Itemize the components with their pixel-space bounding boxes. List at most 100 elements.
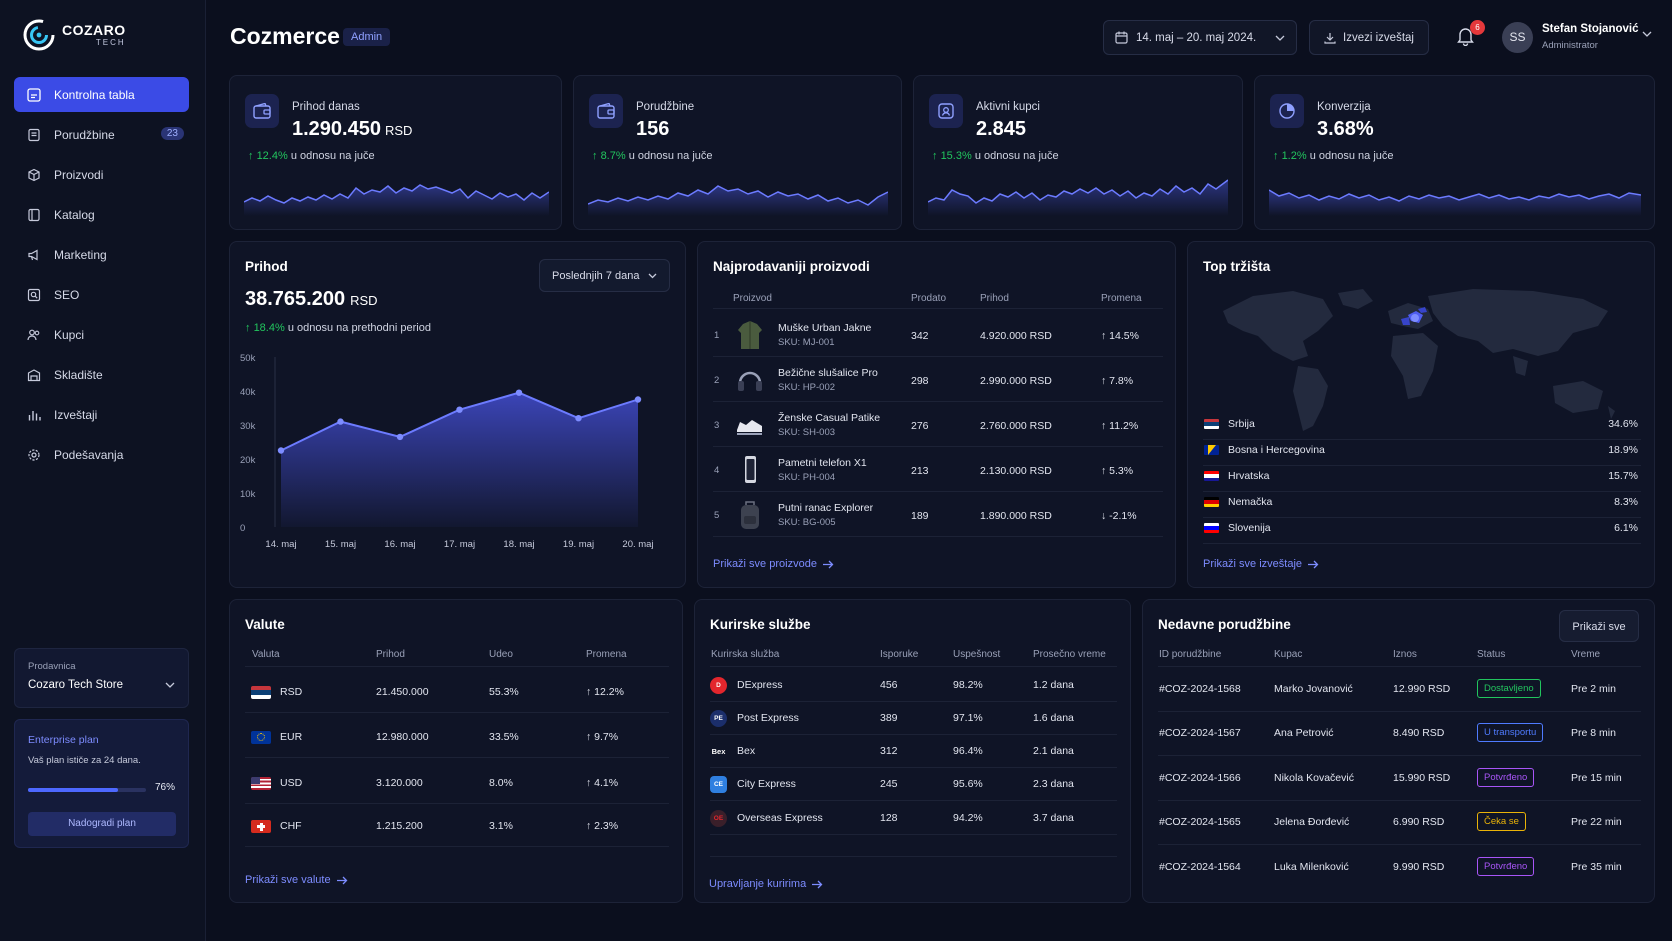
kpi-change-value: 12.4% <box>256 150 288 162</box>
col-header-time: Vreme <box>1571 649 1601 660</box>
order-id: #COZ-2024-1565 <box>1159 816 1241 828</box>
product-sku: SKU: HP-002 <box>778 382 836 393</box>
export-report-button[interactable]: Izvezi izveštaj <box>1309 20 1429 55</box>
product-sold: 276 <box>911 420 929 432</box>
currency-revenue: 3.120.000 <box>376 777 423 789</box>
flag-croatia-icon <box>1204 471 1219 481</box>
order-customer: Ana Petrović <box>1274 727 1334 739</box>
product-sold: 342 <box>911 330 929 342</box>
kpi-change: ↑ 1.2% u odnosu na juče <box>1273 150 1394 162</box>
avatar[interactable]: SS <box>1502 22 1533 53</box>
sidebar-item-label: Kontrolna tabla <box>54 87 135 102</box>
store-selector[interactable]: Prodavnica Cozaro Tech Store <box>14 648 189 708</box>
order-id: #COZ-2024-1564 <box>1159 861 1241 873</box>
chevron-down-icon <box>648 273 657 278</box>
sidebar-item-orders[interactable]: Porudžbine 23 <box>14 117 189 152</box>
cozaro-logo-icon <box>23 19 55 51</box>
kpi-label: Aktivni kupci <box>976 101 1040 113</box>
order-time: Pre 35 min <box>1571 861 1622 873</box>
revenue-data-point[interactable] <box>337 418 344 425</box>
revenue-data-point[interactable] <box>277 447 285 454</box>
view-all-reports-link[interactable]: Prikaži sve izveštaje <box>1203 558 1319 570</box>
product-name: Muške Urban Jakne <box>778 322 872 334</box>
courier-name: Bex <box>737 745 756 757</box>
upgrade-plan-button[interactable]: Nadogradi plan <box>28 812 176 836</box>
product-sku: SKU: MJ-001 <box>778 337 835 348</box>
product-revenue: 1.890.000 RSD <box>980 510 1052 522</box>
customers-icon <box>929 94 963 128</box>
currency-revenue: 1.215.200 <box>376 820 423 832</box>
x-tick-label: 14. maj <box>265 539 296 550</box>
product-change: ↓ -2.1% <box>1101 510 1137 522</box>
kpi-change-text: u odnosu na juče <box>628 150 713 162</box>
flag-usa-icon <box>251 777 271 790</box>
box-icon <box>26 167 42 183</box>
view-all-products-link[interactable]: Prikaži sve proizvode <box>713 558 834 570</box>
courier-success: 97.1% <box>953 712 983 724</box>
col-header-status: Status <box>1477 649 1506 660</box>
revenue-data-point[interactable] <box>634 396 642 403</box>
date-range-picker[interactable]: 14. maj – 20. maj 2024. <box>1103 20 1297 55</box>
currencies-title: Valute <box>245 617 285 632</box>
user-name[interactable]: Stefan Stojanović <box>1542 23 1639 35</box>
kpi-change-value: 15.3% <box>940 150 972 162</box>
sidebar-item-products[interactable]: Proizvodi <box>14 157 189 192</box>
col-header-courier: Kurirska služba <box>711 649 780 660</box>
sidebar-item-reports[interactable]: Izveštaji <box>14 397 189 432</box>
wallet-icon <box>245 94 279 128</box>
sidebar-item-marketing[interactable]: Marketing <box>14 237 189 272</box>
revenue-chart-card: Prihod Poslednjih 7 dana 38.765.200 RSD ↑… <box>229 241 686 588</box>
users-icon <box>26 327 42 343</box>
sidebar-item-settings[interactable]: Podešavanja <box>14 437 189 472</box>
courier-deliveries: 245 <box>880 778 898 790</box>
y-tick-label: 10k <box>240 489 256 500</box>
plan-progress-fill <box>28 788 118 792</box>
revenue-data-point[interactable] <box>575 415 582 422</box>
courier-deliveries: 456 <box>880 679 898 691</box>
flag-eu-icon <box>251 731 271 744</box>
market-country: Hrvatska <box>1228 470 1270 482</box>
product-revenue: 2.760.000 RSD <box>980 420 1052 432</box>
order-id: #COZ-2024-1566 <box>1159 772 1241 784</box>
col-header-currency: Valuta <box>252 649 280 660</box>
sidebar-item-warehouse[interactable]: Skladište <box>14 357 189 392</box>
flag-serbia-icon <box>1204 419 1219 429</box>
view-all-currencies-link[interactable]: Prikaži sve valute <box>245 874 348 886</box>
notifications-button[interactable]: 6 <box>1456 20 1485 46</box>
kpi-sparkline <box>928 179 1228 216</box>
revenue-data-point[interactable] <box>515 389 523 396</box>
sidebar-item-catalog[interactable]: Katalog <box>14 197 189 232</box>
status-badge: Dostavljeno <box>1477 679 1541 698</box>
currency-code: CHF <box>280 820 302 832</box>
link-label: Prikaži sve valute <box>245 874 331 886</box>
product-sold: 213 <box>911 465 929 477</box>
product-rank: 4 <box>714 465 720 476</box>
x-tick-label: 19. maj <box>563 539 594 550</box>
sidebar-item-dashboard[interactable]: Kontrolna tabla <box>14 77 189 112</box>
currency-change: ↑ 9.7% <box>586 731 619 743</box>
top-products-title: Najprodavaniji proizvodi <box>713 259 870 274</box>
chevron-down-icon[interactable] <box>1642 31 1652 37</box>
sidebar-item-customers[interactable]: Kupci <box>14 317 189 352</box>
currency-share: 3.1% <box>489 820 513 832</box>
period-select[interactable]: Poslednjih 7 dana <box>539 259 670 292</box>
view-all-orders-button[interactable]: Prikaži sve <box>1559 610 1639 642</box>
gear-icon <box>26 447 42 463</box>
revenue-data-point[interactable] <box>456 406 463 413</box>
product-sold: 189 <box>911 510 929 522</box>
kpi-label: Porudžbine <box>636 101 695 113</box>
kpi-change-text: u odnosu na juče <box>974 150 1059 162</box>
sidebar-item-label: Podešavanja <box>54 447 124 462</box>
user-role: Administrator <box>1542 40 1598 51</box>
courier-time: 2.3 dana <box>1033 778 1074 790</box>
link-label: Upravljanje kuririma <box>709 878 807 890</box>
sidebar-item-seo[interactable]: SEO <box>14 277 189 312</box>
status-badge: Potvrđeno <box>1477 768 1535 787</box>
brand-logo[interactable]: COZARO TECH <box>22 18 126 52</box>
y-tick-label: 50k <box>240 353 256 364</box>
revenue-data-point[interactable] <box>396 433 404 441</box>
manage-couriers-link[interactable]: Upravljanje kuririma <box>709 878 823 890</box>
market-pct: 18.9% <box>1608 444 1638 456</box>
brand-name: COZARO <box>62 21 126 38</box>
sidebar-item-label: Katalog <box>54 207 95 222</box>
